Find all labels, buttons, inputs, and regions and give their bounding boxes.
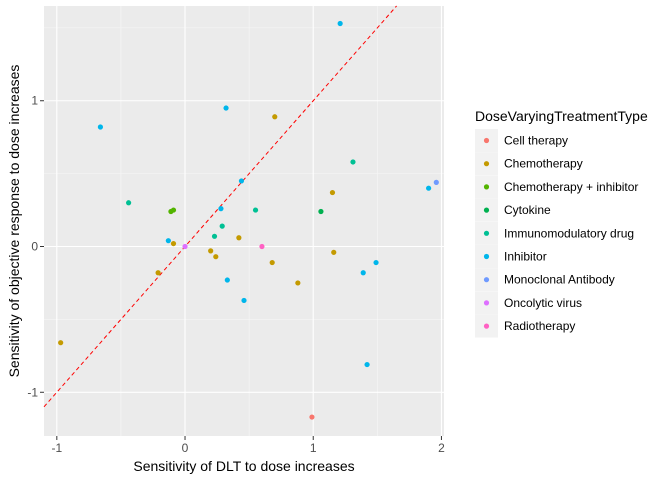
y-axis-ticks: -1 0 1	[27, 94, 44, 399]
x-tick-label: -1	[51, 441, 62, 455]
data-point	[318, 208, 324, 215]
data-point	[182, 243, 188, 250]
data-point	[170, 240, 177, 247]
data-point	[58, 340, 64, 346]
data-point	[433, 179, 439, 185]
data-point	[364, 361, 370, 368]
data-point	[331, 249, 337, 255]
x-axis-ticks: -1 0 1 2	[51, 436, 445, 455]
y-tick-label: -1	[27, 385, 38, 399]
legend-swatch	[483, 207, 490, 213]
data-point	[208, 248, 214, 254]
legend-swatch	[483, 161, 490, 167]
data-point	[360, 270, 366, 276]
data-point	[126, 200, 132, 206]
x-axis-title: Sensitivity of DLT to dose increases	[133, 458, 354, 474]
legend-label: Chemotherapy + inhibitor	[504, 180, 638, 194]
data-point	[170, 207, 177, 213]
legend-label: Cell therapy	[504, 134, 568, 148]
data-point	[269, 259, 275, 266]
data-point	[238, 178, 245, 184]
legend-swatch	[483, 277, 490, 283]
x-tick-label: 0	[182, 441, 189, 455]
legend-swatch	[483, 230, 490, 236]
data-point	[329, 189, 336, 196]
minor-gridlines	[44, 6, 444, 436]
data-point	[211, 233, 218, 239]
legend-label: Radiotherapy	[504, 319, 575, 333]
legend-label: Inhibitor	[504, 250, 547, 264]
data-point	[272, 114, 278, 120]
legend-swatch	[483, 323, 490, 329]
data-point	[309, 414, 315, 420]
legend-swatch	[483, 137, 490, 144]
data-point	[223, 105, 229, 111]
major-gridlines	[44, 6, 444, 436]
data-point	[426, 185, 432, 191]
data-point	[218, 206, 224, 212]
data-points	[58, 20, 439, 420]
legend-label: Immunomodulatory drug	[504, 226, 634, 240]
legend: DoseVaryingTreatmentType Cell therapy Che…	[475, 108, 648, 338]
data-point	[165, 238, 171, 244]
data-point	[213, 254, 219, 260]
legend-swatch	[483, 300, 490, 306]
data-point	[337, 20, 343, 27]
data-point	[373, 259, 379, 266]
x-tick-label: 2	[438, 441, 445, 455]
y-axis-title: Sensitivity of objective response to dos…	[6, 65, 22, 378]
legend-swatch	[483, 253, 490, 260]
data-point	[252, 207, 259, 213]
legend-label: Chemotherapy	[504, 157, 583, 171]
data-point	[97, 124, 104, 130]
legend-label: Cytokine	[504, 203, 551, 217]
panel-background	[44, 6, 444, 436]
data-point	[295, 280, 301, 286]
data-point	[224, 277, 230, 283]
y-tick-label: 0	[31, 240, 38, 254]
data-point	[241, 297, 247, 304]
legend-swatch	[483, 184, 490, 190]
data-point	[259, 243, 265, 250]
data-point	[350, 159, 356, 165]
data-point	[155, 270, 161, 276]
legend-title: DoseVaryingTreatmentType	[475, 108, 648, 124]
data-point	[236, 235, 242, 241]
y-tick-label: 1	[31, 94, 38, 108]
legend-label: Monoclonal Antibody	[504, 273, 615, 287]
x-tick-label: 1	[310, 441, 317, 455]
data-point	[219, 223, 225, 229]
legend-label: Oncolytic virus	[504, 296, 582, 310]
